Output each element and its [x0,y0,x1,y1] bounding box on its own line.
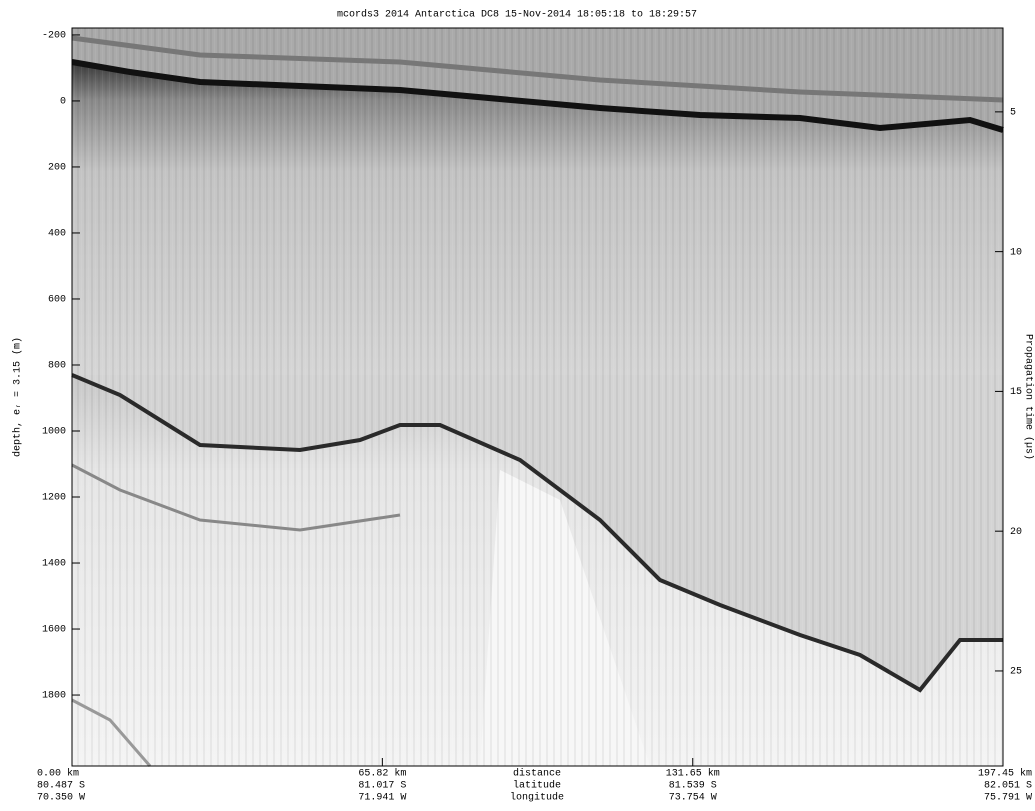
y-tick-label: 1800 [42,691,66,702]
x-axis-label: distance [513,768,561,780]
y2-tick-label: 5 [1010,108,1016,119]
x-tick-label: 131.65 km [666,768,720,780]
longitude-tick-label: 75.791 W [984,793,1032,804]
longitude-tick-label: 71.941 W [358,793,406,804]
internal-layer [71,463,401,532]
latitude-tick-label: 81.539 S [669,781,717,792]
y-tick-label: 1200 [42,493,66,504]
x-tick-label: 0.00 km [37,768,79,780]
y2-tick-label: 10 [1010,247,1022,258]
surface-echo [71,59,1004,133]
echogram [71,27,1004,767]
y2-tick-label: 20 [1010,527,1022,538]
latitude-tick-label: 82.051 S [984,781,1032,792]
chart-title: mcords3 2014 Antarctica DC8 15-Nov-2014 … [337,9,697,21]
latitude-tick-label: 81.017 S [358,781,406,792]
latitude-label: latitude [513,780,561,792]
y-tick-label: 800 [48,361,66,372]
y-tick-label: 1600 [42,625,66,636]
y-axis-label: depth, eᵣ = 3.15 (m) [12,337,24,457]
x-tick-label: 197.45 km [978,768,1032,780]
bottom-reflector [71,698,152,767]
y-tick-label: 200 [48,163,66,174]
y2-tick-label: 15 [1010,387,1022,398]
y-tick-label: 0 [60,97,66,108]
y-tick-label: 600 [48,295,66,306]
plot-frame [71,27,1004,767]
y-tick-label: -200 [42,31,66,42]
y2-axis-label: Propagation time (µs) [1022,334,1034,460]
y-tick-label: 1000 [42,427,66,438]
bed-echo [71,373,1003,693]
y-tick-label: 1400 [42,559,66,570]
y-tick-label: 400 [48,229,66,240]
latitude-tick-label: 80.487 S [37,781,85,792]
longitude-tick-label: 73.754 W [669,793,717,804]
longitude-label: longitude [510,792,564,804]
surface-multiple [71,35,1004,103]
longitude-tick-label: 70.350 W [37,793,85,804]
streaks [72,28,1003,766]
y2-tick-label: 25 [1010,667,1022,678]
x-tick-label: 65.82 km [358,768,406,780]
